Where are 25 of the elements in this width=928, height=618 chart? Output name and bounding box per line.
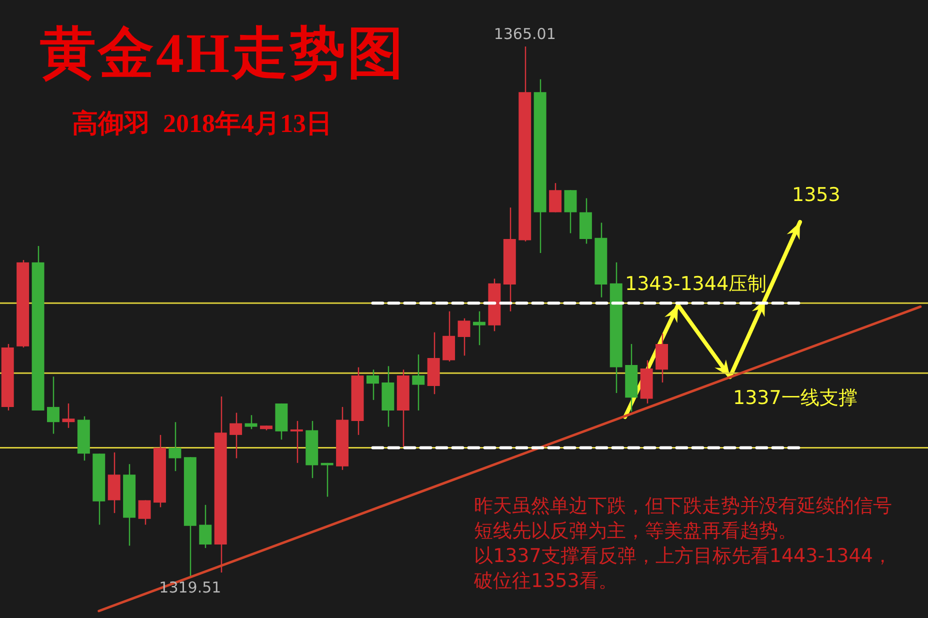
annotation: 以1337支撑看反弹，上方目标先看1443-1344， [474,544,892,569]
candlestick [199,504,212,549]
candlestick [244,414,258,430]
candlestick [290,420,303,464]
annotation: 1319.51 [159,578,222,596]
text: 高御羽 2018年4月13日 [72,108,332,140]
candlestick [366,369,379,401]
annotation: 1353 [792,184,840,206]
annotation: 破位往1353看。 [474,569,618,594]
candlestick [62,402,75,429]
candlestick [564,189,577,234]
candlestick [472,310,486,346]
candlestick [230,412,242,459]
annotation: 短线先以反弹为主，等美盘再看趋势。 [474,519,798,544]
candlestick [168,422,182,472]
candlestick [549,182,562,213]
annotation: 1365.01 [494,24,556,43]
annotation: 1343-1344压制 [625,273,767,296]
annotation: 1337一线支撑 [733,387,858,410]
chart-title: 黄金4H走势图 [40,22,406,87]
candlestick [47,376,60,434]
candlestick [458,318,470,356]
annotation: 昨天虽然单边下跌，但下跌走势并没有延续的信号 [474,494,892,519]
candlestick [412,354,425,412]
candlestick [138,500,151,526]
